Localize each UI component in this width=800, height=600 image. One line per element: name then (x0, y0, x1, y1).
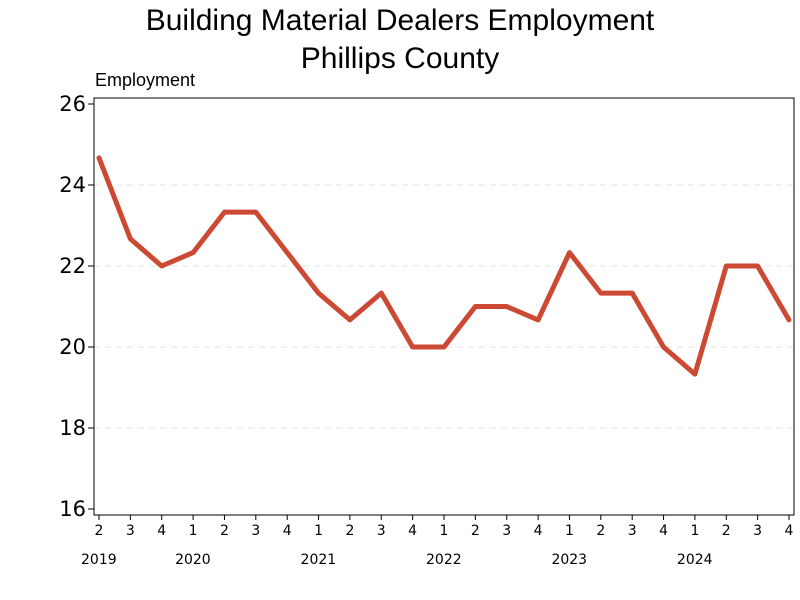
data-point (380, 292, 382, 294)
y-axis-label: Employment (95, 70, 195, 90)
data-point (506, 306, 508, 307)
x-tick-label: 2 (95, 523, 104, 539)
x-year-label: 2024 (677, 552, 713, 568)
x-tick-label: 2 (722, 523, 731, 539)
x-tick-label: 2 (471, 523, 480, 539)
data-point (568, 252, 570, 254)
data-point (349, 319, 351, 321)
data-point (255, 211, 257, 213)
data-point (161, 265, 163, 267)
x-axis: 2 3 4 1 2 3 4 1 2 3 4 1 2 3 4 1 2 3 4 1 2 3 4 2019 2020 2021 2022 2… (81, 515, 794, 568)
x-tick-label: 4 (785, 523, 794, 539)
x-tick-label: 4 (534, 523, 543, 539)
data-point (223, 211, 225, 213)
x-tick-label: 1 (440, 523, 449, 539)
x-tick-label: 4 (659, 523, 668, 539)
x-year-label: 2023 (551, 552, 587, 568)
x-tick-label: 1 (690, 523, 699, 539)
data-point (663, 346, 665, 348)
data-point (98, 157, 100, 159)
data-point (474, 306, 476, 307)
data-point (286, 252, 288, 254)
y-tick-label: 16 (59, 497, 86, 521)
x-year-label: 2020 (175, 552, 211, 568)
x-tick-label: 1 (314, 523, 323, 539)
x-tick-label: 3 (753, 523, 762, 539)
x-tick-label: 4 (408, 523, 417, 539)
x-year-label: 2019 (81, 552, 117, 568)
x-tick-label: 2 (345, 523, 354, 539)
data-point (192, 252, 194, 254)
data-point (129, 238, 131, 240)
chart-title-line-2: Phillips County (301, 42, 499, 75)
data-point (537, 319, 539, 321)
x-tick-label: 4 (283, 523, 292, 539)
x-tick-label: 4 (157, 523, 166, 539)
data-point (694, 373, 696, 375)
x-tick-label: 1 (189, 523, 198, 539)
x-tick-label: 3 (628, 523, 637, 539)
data-point (412, 346, 414, 348)
series-line (96, 155, 792, 377)
y-tick-label: 22 (59, 254, 86, 278)
grid-lines (94, 184, 794, 429)
x-tick-label: 3 (502, 523, 511, 539)
data-point (788, 319, 790, 321)
y-tick-label: 20 (59, 335, 86, 359)
y-tick-label: 26 (59, 92, 86, 116)
plot-frame (93, 97, 795, 516)
data-point (757, 265, 759, 267)
x-tick-label: 3 (251, 523, 260, 539)
y-tick-label: 24 (59, 173, 86, 197)
y-axis: 16 18 20 22 24 26 (59, 92, 94, 521)
x-tick-label: 2 (220, 523, 229, 539)
x-tick-label: 3 (126, 523, 135, 539)
data-point (631, 292, 633, 294)
data-point (318, 292, 320, 294)
x-tick-label: 2 (596, 523, 605, 539)
x-tick-label: 1 (565, 523, 574, 539)
series-layer (96, 155, 792, 377)
x-year-label: 2021 (301, 552, 337, 568)
chart-title-line-1: Building Material Dealers Employment (146, 4, 655, 37)
y-tick-label: 18 (59, 416, 86, 440)
data-point (443, 346, 445, 348)
x-tick-label: 3 (377, 523, 386, 539)
data-point (600, 292, 602, 294)
data-point (725, 265, 727, 267)
x-year-label: 2022 (426, 552, 462, 568)
